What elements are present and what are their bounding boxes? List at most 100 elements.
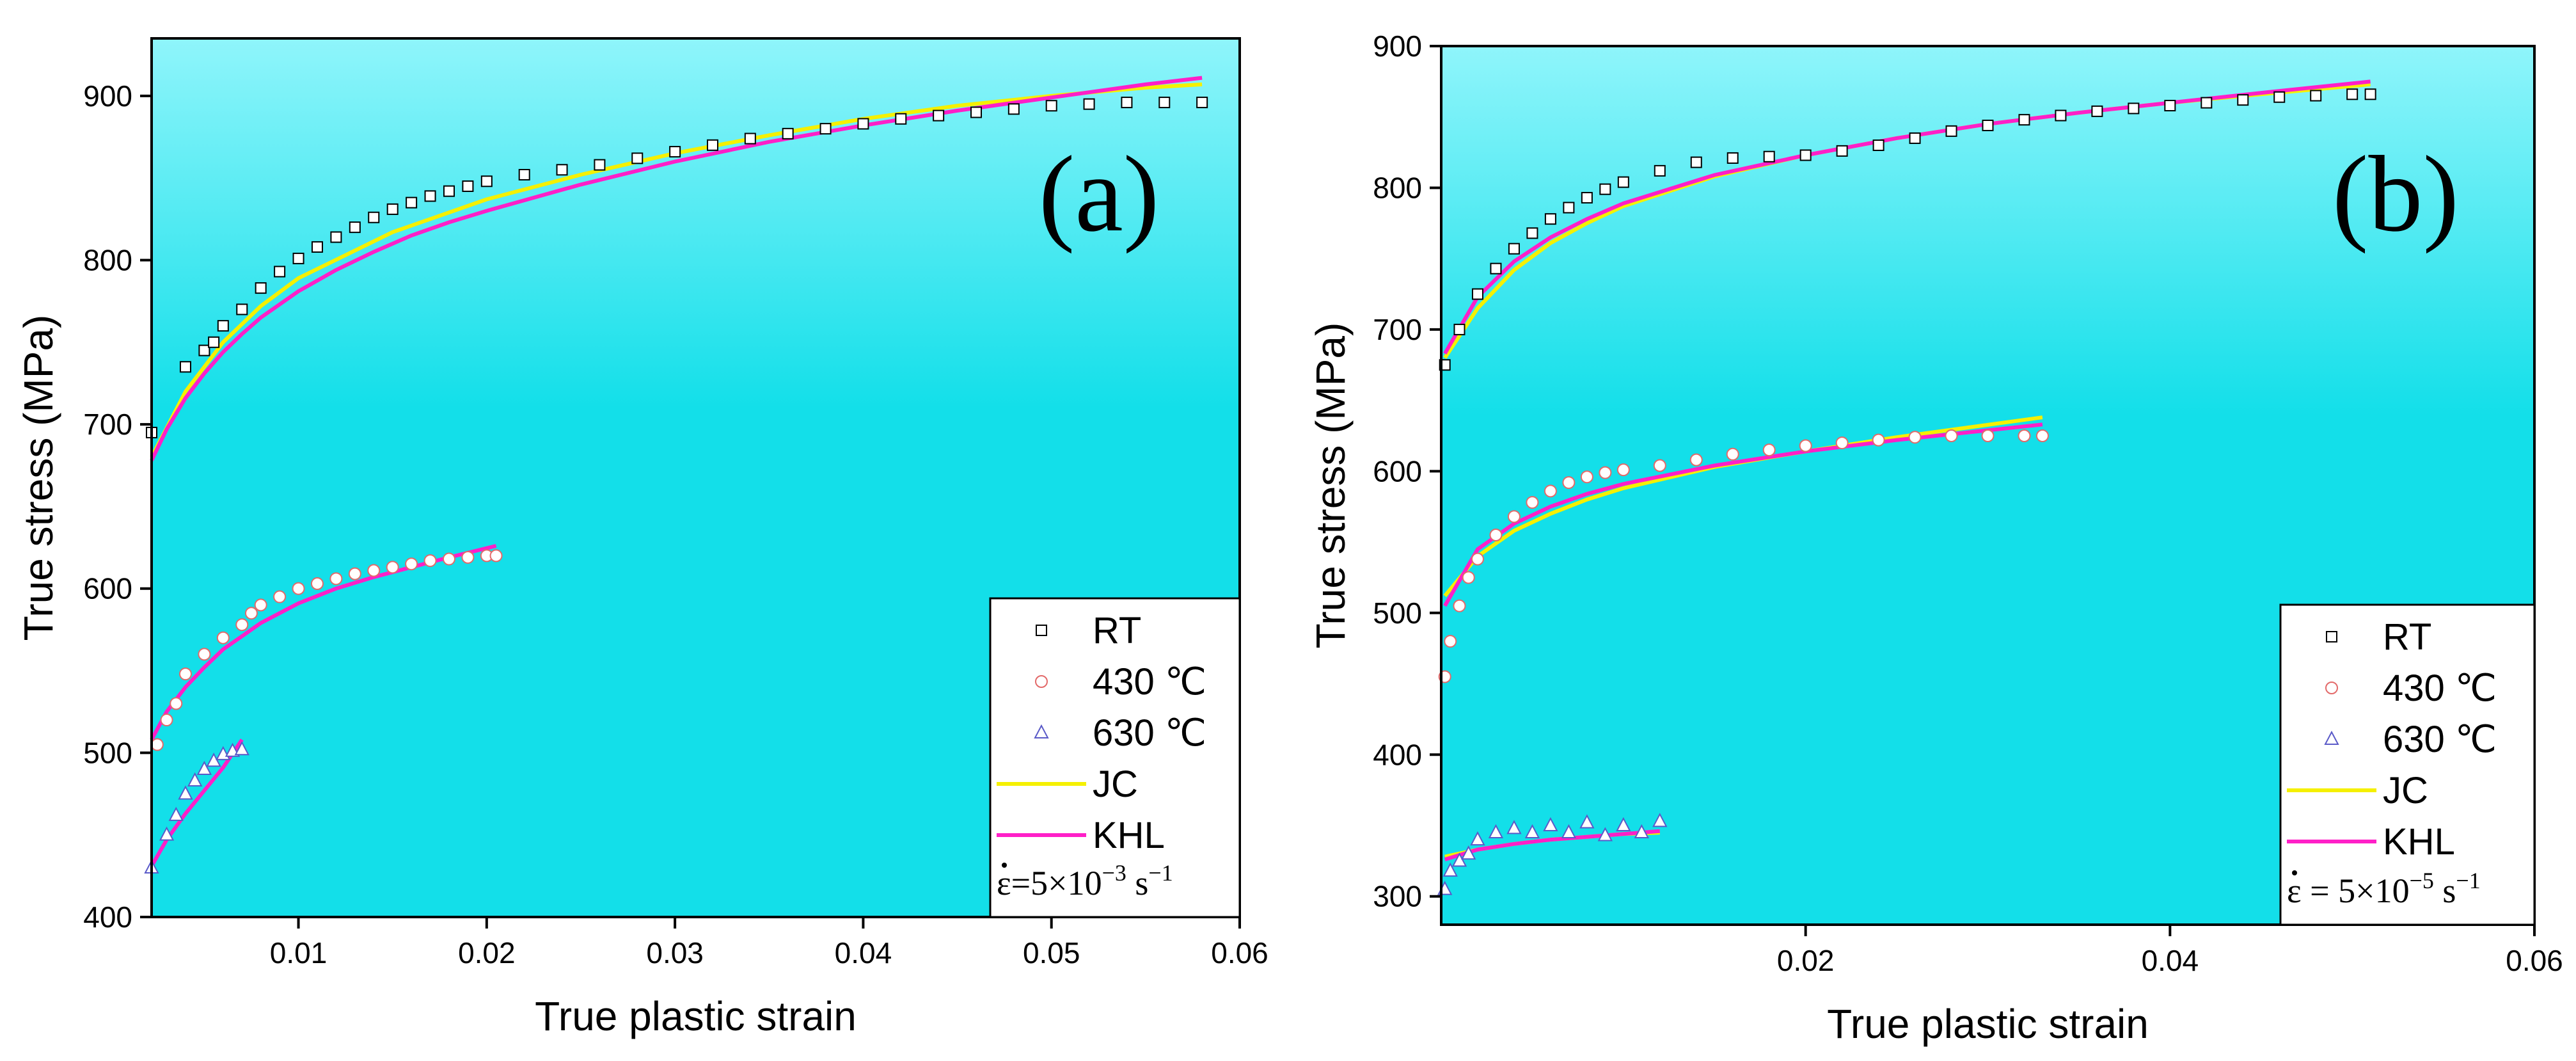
panel-a-point-rt-13 [386, 203, 399, 215]
panel-b-point-rt-23 [2091, 105, 2103, 117]
panel-b-point-rt-15 [1799, 149, 1812, 161]
panel-b-line-khl-630 [1444, 829, 1661, 861]
panel-a-point-430-7 [244, 607, 258, 620]
panel-a-line-khl [150, 76, 1203, 461]
panel-a-y-axis-label: True stress (MPa) [15, 315, 61, 641]
panel-a-point-rt-32 [1007, 103, 1020, 115]
panel-b-x-tick-label-2: 0.06 [2506, 944, 2563, 977]
panel-b-point-430-20 [1908, 431, 1922, 444]
panel-a-point-430-10 [292, 582, 305, 595]
panel-a-point-630-2 [168, 806, 184, 821]
panel-a-point-rt-20 [556, 164, 568, 176]
panel-a-point-rt-17 [462, 180, 474, 192]
panel-a-point-rt-28 [857, 118, 869, 130]
panel-a-point-rt-37 [1196, 97, 1208, 109]
panel-a-point-rt-35 [1121, 97, 1133, 109]
panel-b-point-rt-31 [2364, 88, 2376, 100]
panel-b-panel-label: (b) [2332, 134, 2459, 254]
panel-b-legend-symbol-430 [2325, 682, 2338, 694]
panel-a-point-430-12 [329, 572, 343, 586]
panel-b-strain-rate-dot [2292, 870, 2297, 875]
panel-b-point-430-18 [1835, 436, 1849, 450]
panel-b-point-rt-8 [1581, 191, 1593, 203]
panel-a-line-khl-630 [150, 738, 244, 867]
panel-a-point-430-11 [310, 577, 324, 591]
panel-a-y-tick-label-3: 700 [83, 408, 132, 441]
panel-a-point-rt-31 [970, 106, 982, 118]
panel-a-legend-symbol-630 [1034, 724, 1049, 738]
panel-b-point-630-6 [1506, 820, 1522, 834]
panel-b-point-430-8 [1544, 484, 1557, 498]
panel-b-point-rt-26 [2201, 97, 2213, 109]
panel-b-point-630-12 [1616, 817, 1631, 831]
panel-b-point-rt-17 [1872, 140, 1885, 152]
panel-b-series-group [1437, 79, 2376, 895]
panel-b-point-rt-1 [1453, 323, 1466, 335]
panel-b-point-rt-5 [1526, 227, 1538, 239]
panel-a-legend-box [989, 597, 1241, 918]
panel-b-point-630-4 [1470, 831, 1485, 846]
panel-b-point-rt-13 [1727, 152, 1739, 164]
panel-a-point-rt-6 [255, 282, 267, 294]
panel-a-y-tick-label-0: 400 [83, 900, 132, 934]
panel-a-y-tick-label-2: 600 [83, 572, 132, 605]
panel-b-point-rt-3 [1490, 262, 1502, 275]
panel-b-point-430-5 [1489, 529, 1503, 542]
panel-a-legend-label-430: 430 ℃ [1093, 661, 1206, 703]
panel-b-x-tick-label-0: 0.02 [1777, 944, 1835, 977]
panel-b-point-630-9 [1561, 824, 1577, 839]
panel-a-point-rt-7 [274, 266, 286, 278]
panel-a-point-rt-1 [179, 361, 191, 373]
panel-a-point-430-16 [405, 557, 418, 571]
panel-b-x-axis-label: True plastic strain [1827, 1001, 2149, 1047]
panel-a-point-rt-2 [198, 344, 210, 356]
panel-b-legend: RT 430 ℃ 630 ℃ JC KHL ε = 5×10−5 s−1 [2279, 603, 2536, 926]
panel-b-strain-rate-label: ε = 5×10−5 s−1 [2287, 868, 2481, 910]
panel-b-legend-label-430: 430 ℃ [2383, 667, 2497, 709]
panel-b-point-rt-12 [1690, 156, 1702, 168]
panel-b-y-tick-label-5: 800 [1373, 171, 1422, 204]
panel-a-point-rt-34 [1083, 98, 1095, 110]
panel-a-point-rt-11 [349, 221, 361, 234]
panel-a-point-rt-23 [669, 146, 681, 158]
panel-a-point-rt-8 [292, 252, 304, 264]
panel-b-y-tick-label-0: 300 [1373, 880, 1422, 913]
panel-a-point-630-9 [234, 741, 249, 756]
panel-b-y-axis-label: True stress (MPa) [1308, 323, 1354, 649]
panel-b-point-rt-14 [1763, 150, 1775, 163]
panel-a-point-rt-30 [933, 109, 945, 122]
panel-a-point-rt-25 [744, 132, 756, 145]
panel-a-legend-label-khl: KHL [1093, 815, 1165, 856]
panel-a-y-tick-label-4: 800 [83, 243, 132, 276]
panel-b-point-430-13 [1653, 459, 1666, 472]
panel-a-x-tick-label-1: 0.02 [458, 936, 516, 969]
panel-b-legend-symbol-rt [2326, 631, 2337, 642]
panel-a-point-630-3 [178, 785, 193, 800]
panel-b-point-rt-7 [1563, 202, 1575, 214]
panel-a-point-rt-5 [236, 303, 248, 315]
panel-a-x-tick-label-3: 0.04 [835, 936, 892, 969]
panel-a-strain-rate-label: ε=5×10−3 s−1 [997, 860, 1173, 902]
panel-b-point-630-8 [1543, 817, 1558, 831]
panel-b-point-430-16 [1762, 443, 1776, 457]
panel-a-point-rt-12 [368, 211, 380, 223]
panel-a-x-axis-label: True plastic strain [535, 993, 857, 1039]
panel-a-point-rt-22 [631, 152, 644, 164]
panel-a-point-430-9 [273, 590, 287, 603]
panel-a-x-tick-label-0: 0.01 [270, 936, 328, 969]
panel-b-point-630-7 [1524, 824, 1540, 839]
panel-b-point-rt-29 [2310, 90, 2322, 102]
panel-a-point-rt-14 [406, 196, 418, 209]
panel-a-panel-label: (a) [1039, 134, 1160, 254]
panel-b-point-430-22 [1981, 429, 1995, 442]
panel-a-chart: 0.01 0.02 0.03 0.04 0.05 0.06 400 500 600 700 800 9… [15, 37, 1268, 1039]
panel-b-point-rt-9 [1599, 183, 1611, 195]
panel-a-point-rt-29 [895, 113, 907, 125]
panel-a-point-rt-10 [330, 231, 342, 243]
panel-b-line-khl [1443, 79, 2371, 355]
panel-a-point-rt-4 [217, 320, 229, 332]
panel-a-point-430-3 [178, 667, 192, 681]
panel-b-point-rt-18 [1909, 132, 1921, 144]
panel-b-point-430-1 [1444, 635, 1457, 648]
